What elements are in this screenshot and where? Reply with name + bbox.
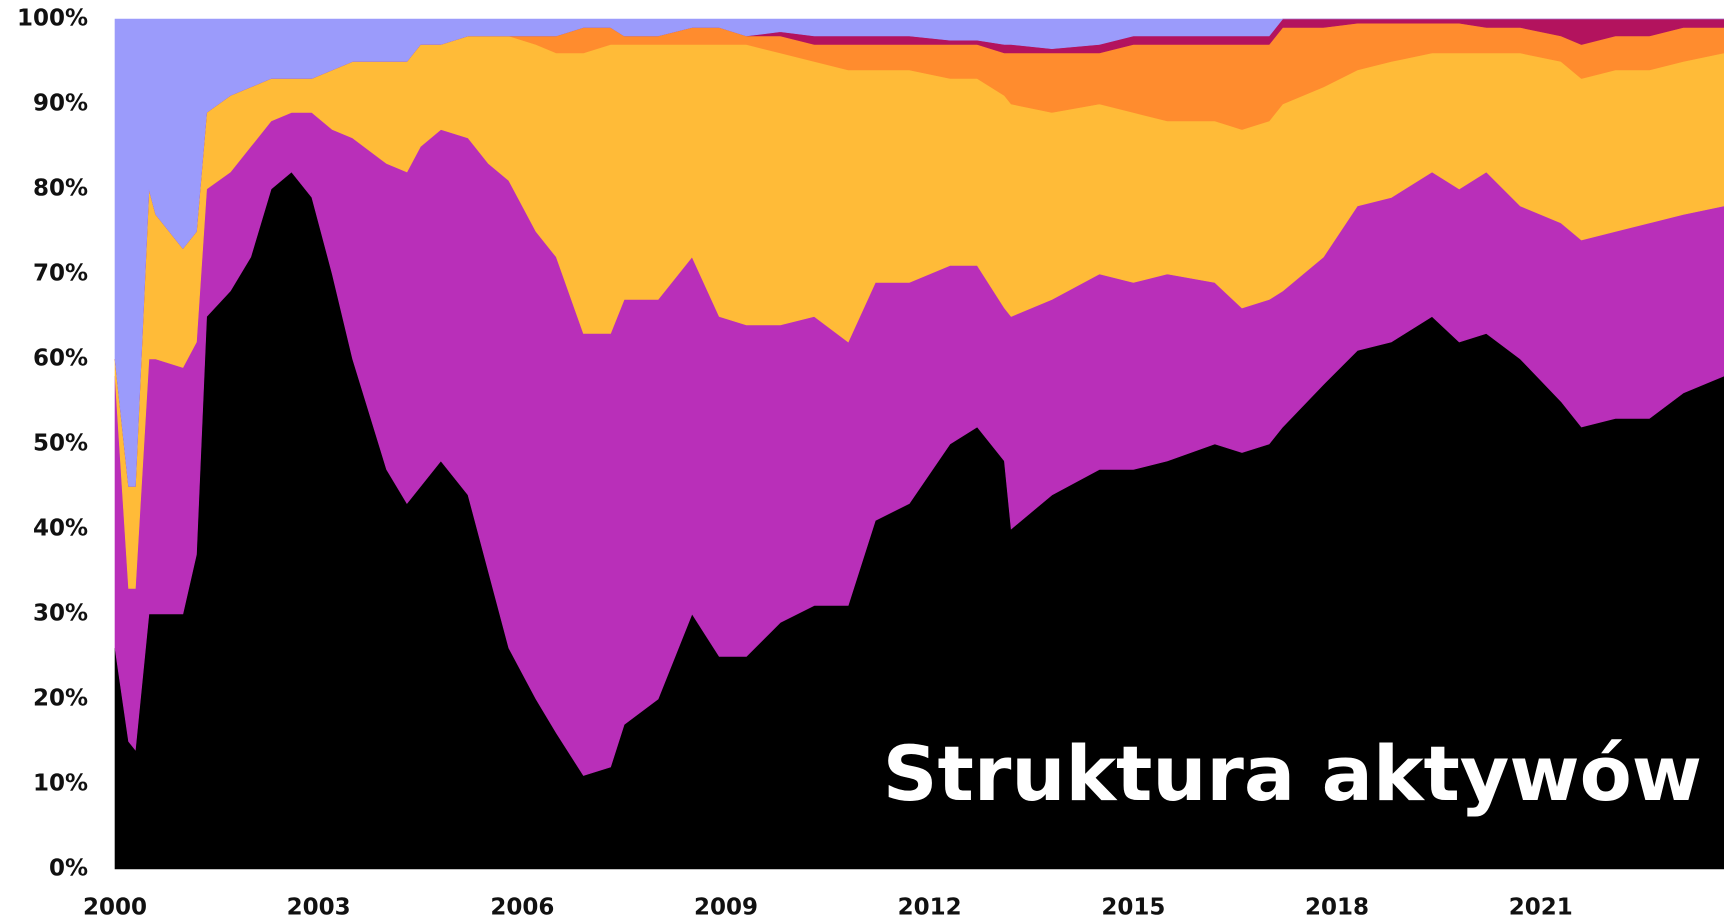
x-tick-label: 2003 (287, 895, 351, 921)
x-tick-label: 2021 (1509, 895, 1573, 921)
y-tick-label: 40% (33, 516, 88, 542)
y-tick-label: 0% (49, 856, 88, 882)
x-tick-label: 2009 (694, 895, 758, 921)
y-tick-label: 60% (33, 346, 88, 372)
y-tick-label: 90% (33, 91, 88, 117)
y-tick-label: 70% (33, 261, 88, 287)
y-tick-label: 10% (33, 771, 88, 797)
x-tick-label: 2000 (83, 895, 147, 921)
x-tick-label: 2015 (1101, 895, 1165, 921)
x-tick-label: 2018 (1305, 895, 1369, 921)
y-tick-label: 20% (33, 686, 88, 712)
x-tick-label: 2006 (490, 895, 554, 921)
y-tick-label: 80% (33, 176, 88, 202)
area (114, 18, 1724, 487)
plot-area (114, 18, 1724, 870)
y-tick-label: 50% (33, 431, 88, 457)
y-tick-label: 100% (17, 6, 88, 32)
x-tick-label: 2012 (898, 895, 962, 921)
y-tick-label: 30% (33, 601, 88, 627)
annotation: Struktura aktywów (883, 729, 1702, 818)
